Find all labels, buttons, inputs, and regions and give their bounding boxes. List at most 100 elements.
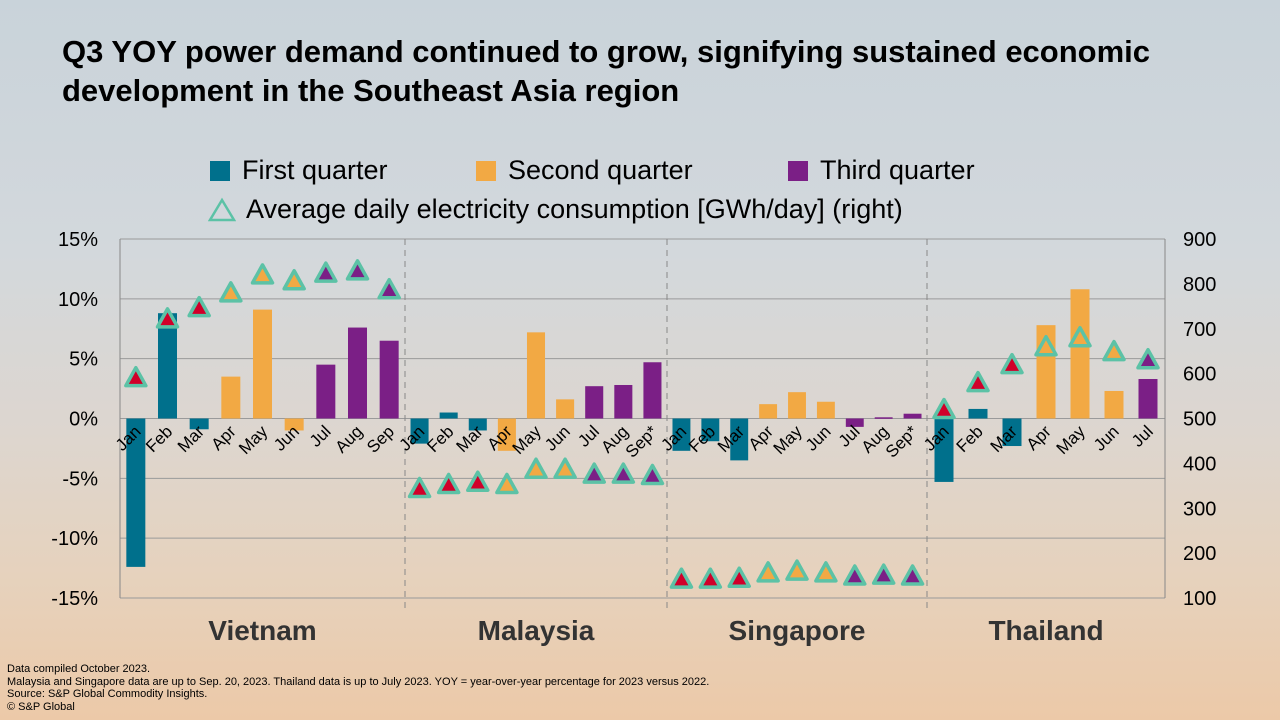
- bar-malaysia-jun: [556, 399, 575, 419]
- month-label: Jun: [1090, 422, 1123, 455]
- bar-malaysia-sep: [643, 362, 662, 419]
- y-left-tick-label: -10%: [51, 528, 98, 550]
- avg-consumption-marker: [250, 263, 275, 285]
- y-left-tick-label: 10%: [58, 289, 98, 311]
- bar-singapore-jun: [816, 401, 835, 419]
- y-right-tick-label: 700: [1183, 319, 1216, 341]
- avg-consumption-marker: [843, 564, 867, 586]
- legend-label-q2: Second quarter: [508, 155, 693, 185]
- legend-average-consumption: Average daily electricity consumption [G…: [208, 194, 903, 225]
- avg-consumption-marker: [1136, 347, 1160, 370]
- footnote-compiled: Data compiled October 2023.: [7, 663, 151, 675]
- month-label: Jul: [574, 422, 603, 451]
- bar-singapore-aug: [874, 417, 893, 419]
- legend-first-quarter: First quarter: [210, 155, 388, 186]
- avg-consumption-marker: [187, 295, 211, 318]
- month-label: Apr: [745, 422, 777, 454]
- bar-vietnam-apr: [221, 376, 241, 419]
- legend-second-quarter: Second quarter: [476, 155, 693, 186]
- month-label: Jul: [1128, 422, 1157, 451]
- month-label: May: [770, 422, 806, 458]
- avg-consumption-marker: [495, 472, 519, 495]
- bar-thailand-mar: [1002, 418, 1022, 447]
- month-label: May: [1053, 422, 1089, 458]
- legend-third-quarter: Third quarter: [788, 155, 975, 186]
- bar-vietnam-jul: [316, 364, 336, 419]
- y-right-tick-label: 300: [1183, 498, 1216, 520]
- avg-consumption-marker: [640, 463, 665, 486]
- avg-consumption-marker: [1000, 352, 1024, 375]
- y-left-tick-label: -15%: [51, 588, 98, 610]
- legend-label-avg: Average daily electricity consumption [G…: [246, 194, 903, 224]
- bar-malaysia-apr: [497, 418, 516, 451]
- bar-malaysia-aug: [614, 384, 633, 419]
- month-label: Sep: [363, 422, 398, 457]
- month-label: Feb: [142, 422, 176, 456]
- y-left-tick-label: -5%: [62, 468, 98, 490]
- avg-consumption-marker: [582, 462, 606, 484]
- avg-consumption-marker: [377, 277, 401, 300]
- avg-consumption-marker: [966, 370, 990, 393]
- country-label-malaysia: Malaysia: [478, 615, 595, 646]
- triangle-marker-icon: [208, 197, 236, 221]
- month-label: Apr: [208, 422, 240, 454]
- avg-consumption-marker: [407, 476, 432, 499]
- avg-consumption-marker: [756, 561, 780, 583]
- y-right-tick-label: 800: [1183, 274, 1216, 296]
- y-right-tick-label: 200: [1183, 543, 1216, 565]
- bar-malaysia-jul: [585, 386, 604, 419]
- avg-consumption-marker: [436, 472, 461, 495]
- y-right-tick-label: 600: [1183, 364, 1216, 386]
- country-label-vietnam: Vietnam: [208, 615, 316, 646]
- y-left-tick-label: 15%: [58, 229, 98, 251]
- avg-consumption-marker: [814, 561, 838, 583]
- legend-swatch-q2: [476, 160, 496, 181]
- avg-consumption-marker: [871, 563, 896, 585]
- month-label: Jun: [802, 422, 835, 455]
- country-label-thailand: Thailand: [988, 615, 1103, 646]
- bar-thailand-feb: [968, 408, 988, 419]
- chart-title: Q3 YOY power demand continued to grow, s…: [62, 34, 1151, 108]
- bar-singapore-mar: [730, 418, 749, 461]
- bar-vietnam-feb: [158, 313, 177, 419]
- month-label: Feb: [953, 422, 987, 456]
- legend-label-q1: First quarter: [242, 155, 388, 185]
- legend-label-q3: Third quarter: [820, 155, 975, 185]
- bar-singapore-feb: [701, 418, 720, 442]
- avg-consumption-marker: [219, 281, 243, 303]
- avg-consumption-marker: [1102, 339, 1126, 362]
- bar-vietnam-jan: [126, 418, 146, 567]
- y-right-tick-label: 900: [1183, 229, 1216, 251]
- avg-consumption-marker: [155, 307, 180, 329]
- bar-vietnam-mar: [189, 418, 209, 430]
- avg-consumption-marker: [611, 462, 636, 484]
- legend-swatch-q1: [210, 160, 230, 181]
- bar-malaysia-jan: [410, 418, 429, 444]
- avg-consumption-marker: [524, 457, 548, 479]
- avg-consumption-marker: [727, 566, 751, 589]
- bar-malaysia-may: [526, 332, 546, 419]
- avg-consumption-marker: [932, 397, 956, 420]
- avg-consumption-marker: [698, 567, 723, 589]
- month-label: Aug: [332, 422, 367, 457]
- footnote-source: Source: S&P Global Commodity Insights.: [7, 688, 208, 700]
- month-label: May: [235, 422, 271, 458]
- legend-swatch-q3: [788, 160, 808, 181]
- y-right-tick-label: 400: [1183, 453, 1216, 475]
- bar-vietnam-aug: [348, 327, 367, 419]
- avg-consumption-marker: [1034, 334, 1058, 357]
- month-label: Apr: [1023, 422, 1055, 454]
- month-label: Jul: [306, 422, 335, 451]
- footnote-coverage: Malaysia and Singapore data are up to Se…: [7, 675, 710, 688]
- avg-consumption-marker: [785, 559, 809, 581]
- avg-consumption-marker: [900, 564, 925, 586]
- avg-consumption-marker: [124, 365, 148, 388]
- bar-thailand-jul: [1138, 379, 1158, 419]
- avg-consumption-marker: [669, 567, 694, 589]
- bar-vietnam-jun: [284, 418, 304, 431]
- month-label: Jun: [541, 422, 574, 455]
- bar-vietnam-sep: [379, 340, 399, 419]
- avg-consumption-marker: [345, 259, 370, 281]
- bar-vietnam-may: [253, 309, 272, 419]
